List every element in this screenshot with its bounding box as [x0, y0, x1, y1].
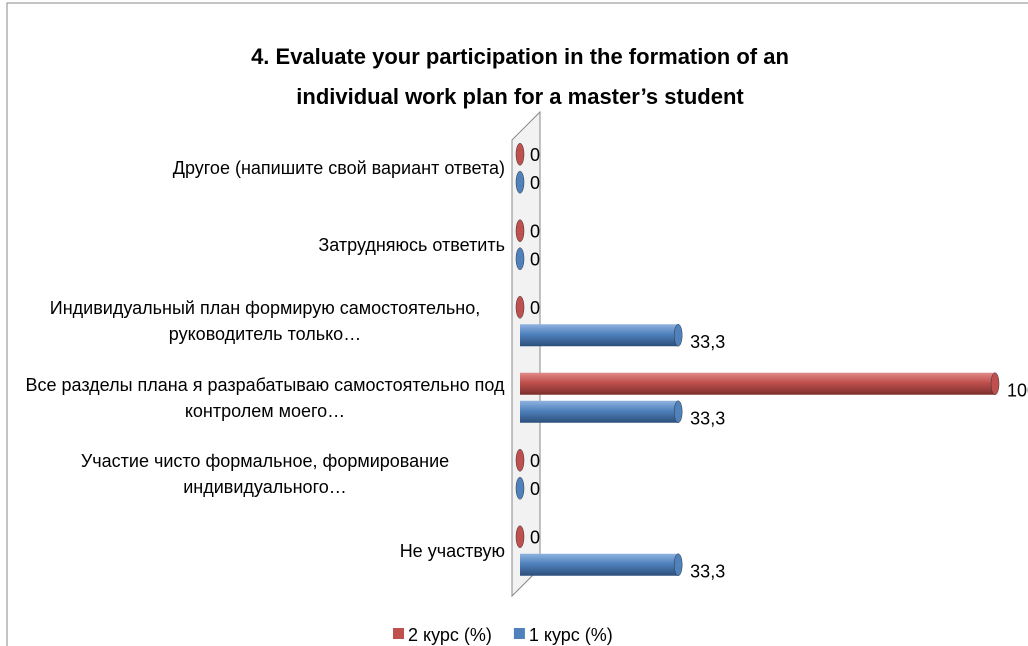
data-label: 0 [530, 298, 540, 318]
y-tick-text: Не участвую [399, 540, 505, 561]
bar [515, 171, 525, 194]
data-label: 0 [530, 173, 540, 193]
data-label: 0 [530, 479, 540, 499]
bar [515, 219, 525, 242]
bar-body [520, 400, 679, 423]
data-label: 0 [530, 451, 540, 471]
bar [515, 296, 525, 319]
bar-cap [515, 296, 525, 319]
legend-label: 2 курс (%) [408, 625, 492, 645]
bar-cap [990, 372, 1000, 395]
data-label: 0 [530, 222, 540, 242]
bar [515, 477, 525, 500]
data-label: 0 [530, 145, 540, 165]
y-tick-text: Все разделы плана я разрабатываю самосто… [25, 374, 505, 421]
data-label: 0 [530, 250, 540, 270]
bar [520, 324, 683, 347]
bar [515, 143, 525, 166]
bar-body [520, 324, 679, 347]
bar-cap [515, 219, 525, 242]
bar-cap [673, 553, 683, 576]
chart-border [6, 2, 1028, 646]
data-label: 33,3 [690, 562, 725, 582]
y-tick-label: Не участвую [25, 538, 505, 564]
bar [520, 400, 683, 423]
bar [515, 525, 525, 548]
y-tick-text: Индивидуальный план формирую самостоятел… [49, 298, 481, 345]
y-tick-text: Другое (напишите свой вариант ответа) [172, 158, 505, 179]
bar-cap [515, 247, 525, 270]
bar-body [520, 372, 995, 395]
y-tick-text: Затрудняюсь ответить [318, 234, 505, 255]
bar [515, 449, 525, 472]
bar-cap [515, 449, 525, 472]
bar-body [520, 553, 679, 576]
legend-label: 1 курс (%) [529, 625, 613, 645]
bar-cap [673, 324, 683, 347]
y-tick-label: Участие чисто формальное, формирование и… [25, 448, 505, 500]
data-label: 0 [530, 528, 540, 548]
y-tick-label: Индивидуальный план формирую самостоятел… [25, 295, 505, 347]
y-tick-label: Все разделы плана я разрабатываю самосто… [25, 372, 505, 424]
bar-cap [515, 525, 525, 548]
bar-cap [515, 477, 525, 500]
data-label: 100 [1007, 381, 1028, 401]
y-tick-label: Другое (напишите свой вариант ответа) [25, 155, 505, 181]
bar-cap [673, 400, 683, 423]
bar-cap [515, 171, 525, 194]
data-label: 33,3 [690, 332, 725, 352]
y-tick-text: Участие чисто формальное, формирование и… [80, 451, 450, 498]
y-tick-label: Затрудняюсь ответить [25, 232, 505, 258]
bar-cap [515, 143, 525, 166]
bar [520, 372, 1000, 395]
legend-swatch [513, 628, 525, 639]
chart-title: 4. Evaluate your participation in the fo… [251, 44, 789, 109]
legend-swatch [393, 628, 404, 639]
data-label: 33,3 [690, 409, 725, 429]
bar [515, 247, 525, 270]
bar [520, 553, 683, 576]
